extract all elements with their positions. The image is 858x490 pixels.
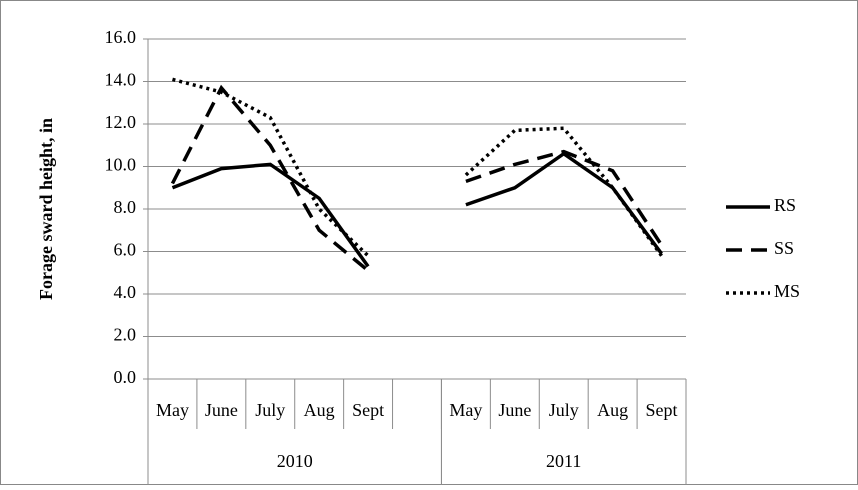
y-tick-label: 0.0: [114, 367, 137, 387]
x-tick-label: Sept: [646, 400, 678, 420]
y-tick-label: 14.0: [105, 70, 137, 90]
y-tick-label: 6.0: [114, 240, 137, 260]
x-tick-label: Sept: [352, 400, 384, 420]
line-series: [170, 84, 664, 272]
y-axis-label: Forage sward height, in: [36, 118, 56, 300]
x-tick-label: June: [205, 400, 238, 420]
x-tick-label: Aug: [304, 400, 335, 420]
x-tick-label: July: [255, 400, 285, 420]
y-tick-label: 2.0: [114, 325, 137, 345]
legend-label: SS: [774, 238, 794, 258]
x-tick-label: May: [449, 400, 482, 420]
group-label: 2010: [277, 451, 313, 471]
group-label: 2011: [546, 451, 581, 471]
y-tick-label: 10.0: [105, 155, 137, 175]
y-tick-label: 4.0: [114, 282, 137, 302]
legend-label: RS: [774, 195, 796, 215]
y-tick-label: 8.0: [114, 197, 137, 217]
x-tick-label: June: [498, 400, 531, 420]
y-tick-label: 12.0: [105, 112, 137, 132]
x-tick-label: May: [156, 400, 189, 420]
legend-label: MS: [774, 281, 800, 301]
x-tick-label: July: [549, 400, 579, 420]
line-series: [172, 77, 663, 258]
y-tick-label: 16.0: [105, 27, 137, 47]
x-tick-label: Aug: [597, 400, 628, 420]
